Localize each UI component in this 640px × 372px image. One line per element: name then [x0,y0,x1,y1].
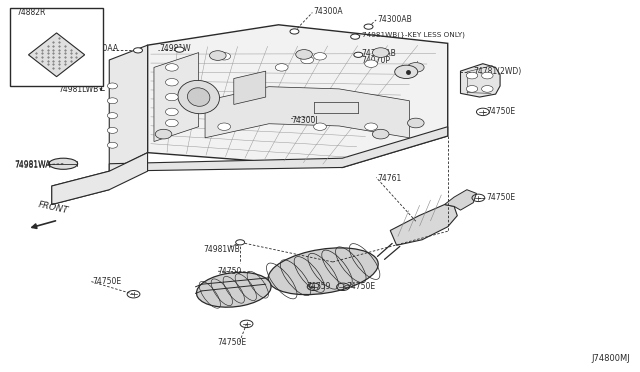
Circle shape [467,86,477,92]
Polygon shape [205,87,410,138]
Text: 74300AB: 74300AB [378,15,412,24]
Ellipse shape [196,272,271,307]
Circle shape [395,65,418,78]
Polygon shape [28,33,84,77]
Text: 74750E: 74750E [92,277,121,286]
Circle shape [134,48,143,53]
Text: 74300AA: 74300AA [84,44,119,53]
Circle shape [481,86,493,92]
Text: 74781(2WD): 74781(2WD) [473,67,522,76]
Circle shape [408,118,424,128]
Circle shape [218,52,230,60]
Ellipse shape [188,88,210,106]
Circle shape [365,60,378,67]
Circle shape [365,123,378,131]
Text: 74300A: 74300A [314,7,343,16]
Polygon shape [109,45,148,171]
Text: 74981WA: 74981WA [15,160,51,169]
Polygon shape [109,127,448,171]
Circle shape [314,123,326,131]
Circle shape [108,98,118,104]
Polygon shape [461,64,500,97]
Circle shape [372,129,389,139]
Polygon shape [445,190,476,210]
Text: 74750E: 74750E [486,193,515,202]
Circle shape [108,142,118,148]
Polygon shape [390,205,458,245]
Polygon shape [234,71,266,105]
Circle shape [175,47,184,52]
Circle shape [166,78,178,86]
Circle shape [354,52,363,57]
Text: 74761: 74761 [378,174,402,183]
Text: 74750E: 74750E [486,108,515,116]
Polygon shape [148,25,448,167]
Polygon shape [154,52,198,141]
Text: 74300AB: 74300AB [362,49,396,58]
Circle shape [209,51,226,60]
Circle shape [156,129,172,139]
Circle shape [166,64,178,71]
Circle shape [166,93,178,101]
Text: 74981WA: 74981WA [15,161,51,170]
Text: 74981WB: 74981WB [204,244,241,253]
Text: 74759: 74759 [306,282,330,291]
Bar [10,8,103,86]
Circle shape [236,240,244,245]
Text: J74800MJ: J74800MJ [591,354,630,363]
Circle shape [166,108,178,116]
Circle shape [467,72,477,79]
Circle shape [296,49,312,59]
Circle shape [301,56,314,64]
Circle shape [481,72,493,79]
Circle shape [290,29,299,34]
Circle shape [108,128,118,134]
Circle shape [108,113,118,119]
Circle shape [408,62,424,72]
Circle shape [351,34,360,39]
Polygon shape [52,171,109,205]
Text: FRONT: FRONT [37,201,69,216]
Circle shape [372,48,389,57]
Text: 74070P: 74070P [362,56,390,65]
Text: 74981W: 74981W [159,44,191,53]
Text: 74882R: 74882R [15,11,44,20]
Circle shape [364,24,373,29]
Text: 74981WB(}-KEY LESS ONLY): 74981WB(}-KEY LESS ONLY) [362,31,465,38]
Text: 74300J: 74300J [291,116,318,125]
Circle shape [314,52,326,60]
Circle shape [218,123,230,131]
Polygon shape [52,153,148,205]
Text: 74750E: 74750E [218,338,247,347]
Text: 74750: 74750 [218,267,242,276]
Ellipse shape [49,158,77,169]
Text: 74981LWB: 74981LWB [58,85,99,94]
Circle shape [166,119,178,127]
Text: 74750E: 74750E [347,282,376,291]
Ellipse shape [178,80,220,114]
Circle shape [108,83,118,89]
Ellipse shape [268,248,378,295]
Circle shape [275,64,288,71]
Text: 74882R: 74882R [17,8,46,17]
